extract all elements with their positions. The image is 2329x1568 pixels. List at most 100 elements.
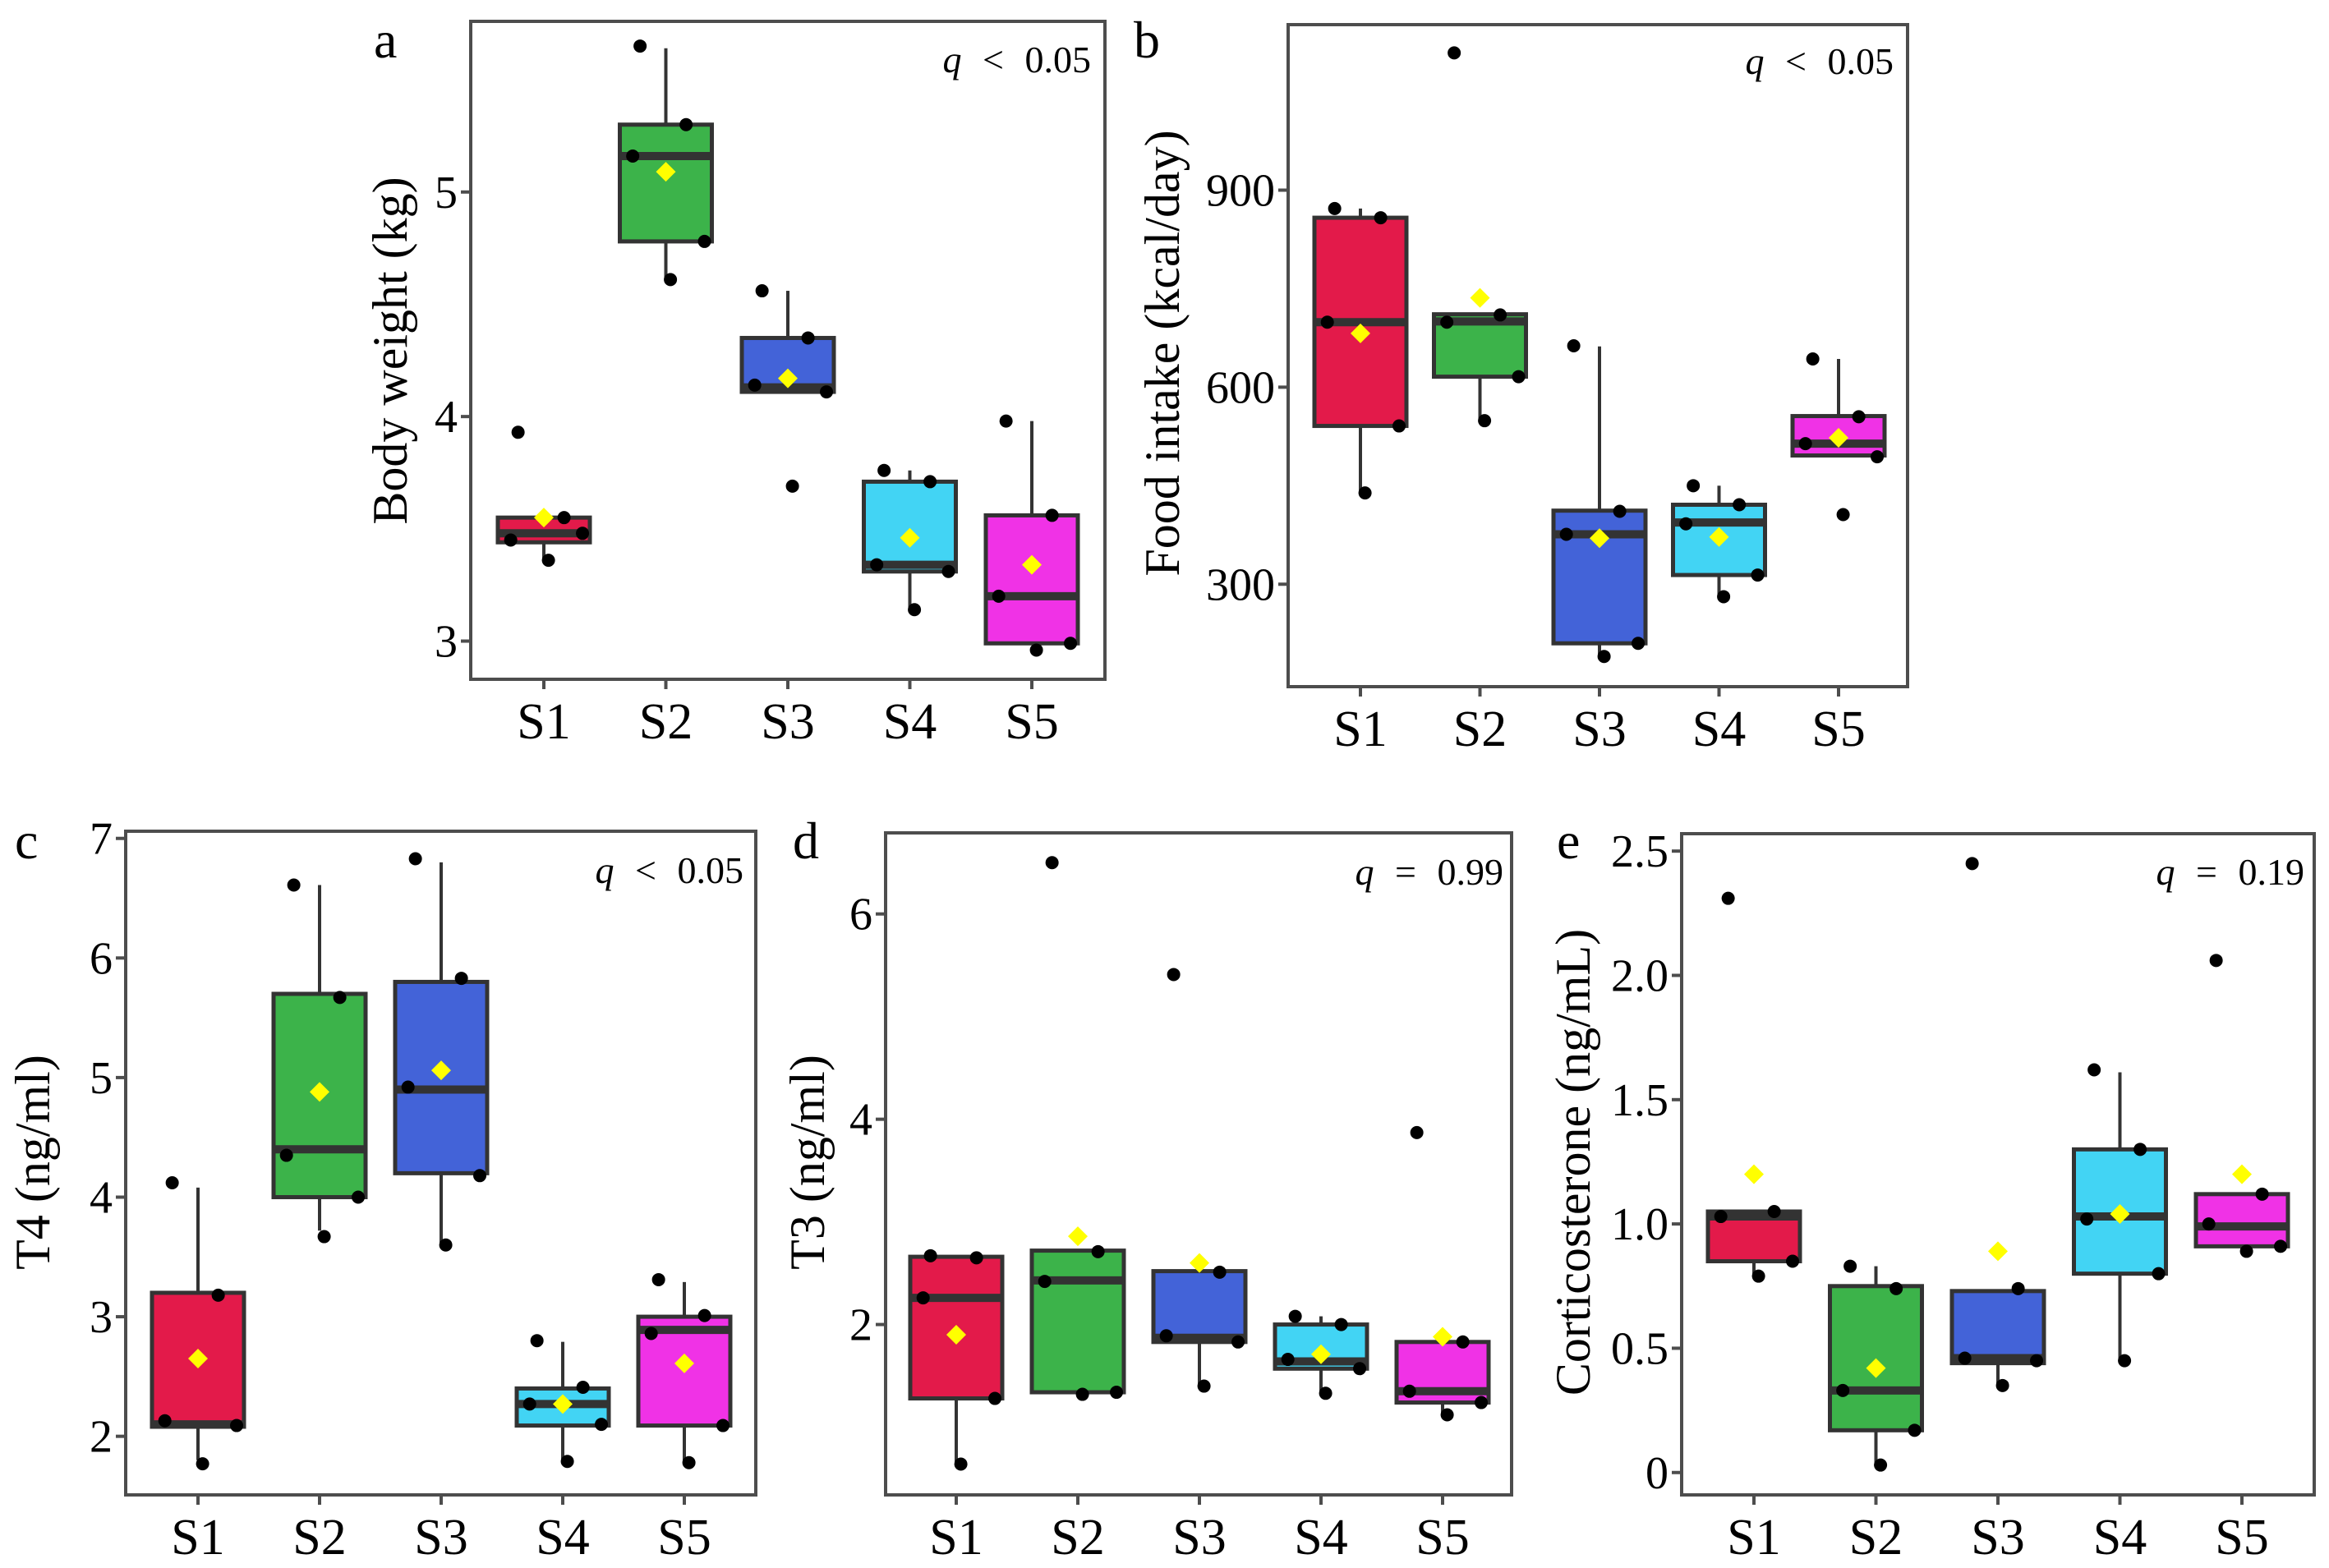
data-point	[1687, 479, 1701, 493]
q-value-annotation: q < 0.05	[943, 39, 1091, 80]
data-point	[1328, 201, 1342, 215]
data-point	[2202, 1217, 2216, 1231]
data-point	[633, 39, 647, 53]
mean-marker	[946, 1325, 966, 1345]
q-value-annotation: q < 0.05	[1746, 40, 1894, 82]
data-point	[1512, 370, 1526, 384]
data-point	[473, 1169, 487, 1183]
q-value-annotation: q = 0.99	[1356, 851, 1503, 893]
x-tick-label: S2	[1051, 1510, 1104, 1566]
data-point	[1281, 1353, 1295, 1367]
y-tick-label: 6	[849, 890, 872, 940]
data-point	[716, 1419, 730, 1432]
q-value-annotation: q = 0.19	[2156, 851, 2304, 893]
data-point	[1874, 1458, 1888, 1472]
data-point	[287, 878, 301, 892]
boxplot-group-s1	[1705, 891, 1802, 1283]
data-point	[1852, 410, 1866, 424]
data-point	[2274, 1239, 2288, 1253]
x-tick-label: S1	[171, 1510, 224, 1566]
data-point	[1632, 637, 1645, 651]
q-symbol: q	[2156, 851, 2175, 893]
q-value: 0.05	[1828, 40, 1894, 82]
data-point	[999, 414, 1013, 428]
y-tick-label: 1.5	[1611, 1075, 1669, 1126]
data-point	[1721, 891, 1735, 905]
y-tick-label: 3	[435, 617, 458, 668]
data-point	[682, 1455, 696, 1469]
data-point	[165, 1176, 179, 1190]
data-point	[988, 1391, 1002, 1405]
x-tick-label: S5	[2215, 1510, 2268, 1566]
data-point	[1197, 1379, 1211, 1393]
panel-a-body-weight: a Body weight (kg) q < 0.05 3 4 5 S1 S2 S3 S4 S…	[363, 11, 1107, 750]
mean-marker	[1022, 554, 1042, 575]
data-point	[2080, 1212, 2094, 1226]
mean-marker	[674, 1353, 694, 1373]
data-point	[1231, 1335, 1245, 1349]
boxplot-group-s5	[1394, 1125, 1491, 1422]
data-point	[785, 479, 799, 493]
data-point	[679, 117, 693, 131]
q-value-annotation: q < 0.05	[596, 849, 743, 891]
data-point	[664, 273, 678, 287]
data-point	[1475, 1396, 1489, 1409]
data-point	[954, 1457, 968, 1471]
data-point	[352, 1190, 366, 1204]
y-tick-label: 900	[1206, 166, 1275, 217]
q-symbol: q	[943, 39, 962, 80]
box	[862, 479, 958, 574]
data-point	[1843, 1259, 1857, 1273]
data-point	[801, 331, 815, 345]
data-point	[923, 475, 937, 489]
data-point	[916, 1291, 930, 1305]
y-tick-label: 5	[435, 168, 458, 218]
y-axis-label: Food intake (kcal/day)	[1135, 130, 1190, 576]
data-point	[230, 1419, 244, 1432]
q-value: 0.05	[678, 849, 744, 891]
mean-marker	[1351, 323, 1370, 343]
data-point	[504, 533, 518, 547]
data-point	[530, 1334, 544, 1348]
y-tick-label: 4	[849, 1095, 872, 1146]
data-point	[2118, 1354, 2132, 1368]
mean-marker	[1470, 287, 1490, 308]
panel-label-b: b	[1134, 11, 1160, 69]
boxplot-group-s3	[1949, 857, 2046, 1392]
data-point	[1733, 498, 1747, 512]
data-point	[1908, 1423, 1922, 1437]
data-point	[1402, 1384, 1416, 1398]
y-tick-label: 6	[90, 933, 113, 984]
x-tick-label: S3	[1572, 701, 1626, 757]
y-axis-label: Body weight (kg)	[363, 177, 417, 524]
mean-marker	[1709, 526, 1729, 547]
x-tick-label: S3	[414, 1510, 467, 1566]
y-tick-label: 3	[90, 1292, 113, 1343]
y-tick-label: 5	[90, 1053, 113, 1104]
mean-marker	[1068, 1226, 1088, 1247]
data-point	[1159, 1329, 1173, 1343]
boxplot-group-s3	[739, 284, 836, 493]
x-tick-label: S4	[536, 1510, 589, 1566]
mean-marker	[778, 368, 798, 389]
x-tick-label: S5	[1005, 694, 1058, 750]
box	[983, 513, 1080, 646]
data-point	[541, 554, 555, 568]
boxplot-group-s2	[618, 39, 714, 287]
x-tick-label: S4	[1692, 701, 1746, 757]
boxplot-group-s1	[1312, 201, 1409, 500]
data-point	[1064, 637, 1078, 651]
q-symbol: q	[1746, 40, 1765, 82]
boxplot-group-s4	[1273, 1309, 1369, 1400]
x-tick-label: S3	[761, 694, 814, 750]
boxplot-group-s5	[636, 1272, 733, 1469]
data-point	[1767, 1205, 1781, 1218]
data-point	[1358, 486, 1372, 500]
data-point	[697, 234, 711, 248]
data-point	[1213, 1265, 1227, 1279]
x-tick-label: S3	[1971, 1510, 2024, 1566]
panel-label-d: d	[793, 812, 819, 870]
box	[618, 122, 714, 244]
boxplot-group-s2	[1828, 1259, 1924, 1472]
